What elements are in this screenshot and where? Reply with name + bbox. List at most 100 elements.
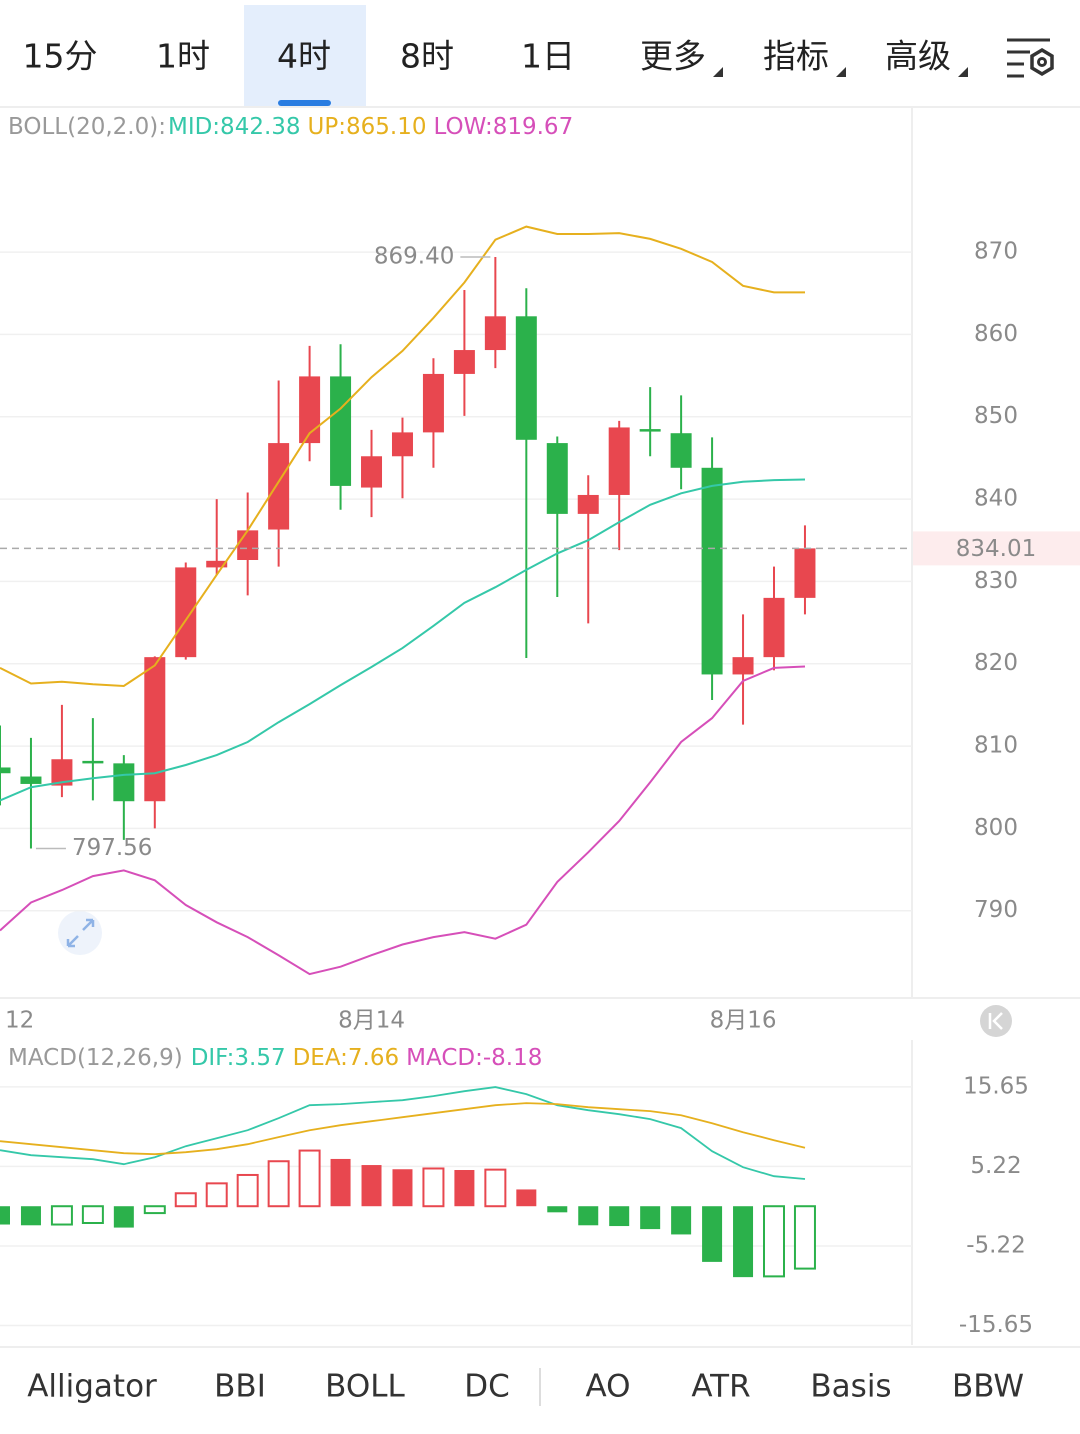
annotation-label: 797.56 [72, 835, 152, 861]
macd-bar [578, 1206, 599, 1226]
macd-bar [422, 1167, 445, 1208]
boll-line [0, 478, 806, 802]
indicator-tab[interactable]: Basis [810, 1369, 891, 1405]
last-price-label: 834.01 [956, 536, 1036, 562]
time-tab[interactable]: 1时 [156, 37, 210, 76]
macd-bar [113, 1206, 134, 1228]
dropdown-arrow [958, 67, 968, 77]
macd-bar [671, 1206, 692, 1235]
candle-body [422, 373, 444, 433]
macd-bar [174, 1192, 197, 1208]
boll-line [0, 225, 805, 688]
y-tick-label: 850 [974, 403, 1018, 429]
y-tick-label: 800 [974, 815, 1018, 841]
candle-body [608, 427, 630, 495]
indicator-header: BOLL(20,2.0):MID:842.38 UP:865.10 LOW:819.… [8, 114, 573, 140]
legend-entry: MID:842.38 [168, 114, 301, 140]
candle-body [51, 759, 73, 786]
indicator-tab[interactable]: AO [585, 1369, 630, 1405]
x-tick-label: 12 [5, 1008, 34, 1034]
candle-body [701, 467, 723, 675]
macd-bar [640, 1206, 661, 1230]
time-tab[interactable]: 8时 [400, 37, 454, 76]
macd-bar [733, 1206, 754, 1278]
indicator-name: MACD(12,26,9) [8, 1045, 183, 1071]
candle-body [391, 432, 413, 457]
boll-line [0, 665, 806, 976]
candle-body [577, 494, 599, 514]
macd-bar [392, 1169, 413, 1207]
macd-bar [609, 1206, 630, 1227]
tab-highlight [244, 5, 366, 106]
y-tick-label: -15.65 [959, 1312, 1033, 1338]
macd-bar [267, 1160, 290, 1208]
candle-body [453, 350, 475, 374]
candle-body [763, 597, 785, 658]
tab-underline [278, 100, 331, 106]
time-tab[interactable]: 15分 [23, 37, 98, 76]
macd-bar [20, 1206, 41, 1226]
y-tick-label: 15.65 [963, 1073, 1029, 1099]
dropdown-tab[interactable]: 更多 [640, 37, 706, 76]
macd-bar [484, 1168, 507, 1208]
x-tick-label: 8月16 [710, 1008, 777, 1034]
dropdown-arrow [836, 67, 846, 77]
annotation-label: 869.40 [374, 244, 454, 270]
indicator-tab[interactable]: BBW [952, 1369, 1024, 1405]
candle-body [546, 443, 568, 514]
time-tab[interactable]: 4时 [277, 37, 331, 76]
candle-body [484, 316, 506, 351]
time-tab[interactable]: 1日 [521, 37, 575, 76]
macd-bar [143, 1205, 166, 1215]
y-tick-label: 820 [974, 650, 1018, 676]
macd-bar [205, 1182, 228, 1208]
legend-entry: DIF:3.57 [191, 1045, 286, 1071]
candle-body [0, 767, 11, 774]
x-tick-label: 8月14 [338, 1008, 405, 1034]
y-tick-label: 830 [974, 568, 1018, 594]
candle-body [361, 456, 383, 488]
expand-button[interactable] [58, 911, 102, 955]
candle-body [794, 548, 816, 598]
y-tick-label: 840 [974, 486, 1018, 512]
dropdown-tab[interactable]: 指标 [763, 37, 829, 76]
macd-bar [330, 1158, 351, 1207]
y-tick-label: 810 [974, 733, 1018, 759]
macd-bar [361, 1165, 382, 1207]
y-tick-label: 860 [974, 321, 1018, 347]
candle-body [639, 429, 661, 432]
reset-button[interactable] [980, 1005, 1012, 1037]
macd-line [0, 1102, 806, 1156]
candle-body [330, 376, 352, 486]
macd-bar [0, 1206, 10, 1225]
legend-entry: UP:865.10 [308, 114, 427, 140]
macd-bar [516, 1189, 537, 1207]
dropdown-arrow [713, 67, 723, 77]
candle-body [515, 316, 537, 440]
indicator-tab[interactable]: ATR [691, 1369, 750, 1405]
candle-body [82, 760, 104, 764]
candle-body [670, 433, 692, 468]
macd-line [0, 1086, 806, 1180]
candle-body [144, 657, 166, 802]
indicator-tab[interactable]: BBI [214, 1369, 266, 1405]
legend-entry: LOW:819.67 [433, 114, 573, 140]
candle-body [113, 763, 135, 802]
candle-body [299, 376, 321, 444]
indicator-tab[interactable]: DC [464, 1369, 510, 1405]
indicator-name: BOLL(20,2.0): [8, 114, 166, 140]
candle-body [237, 530, 259, 560]
settings-icon[interactable] [1007, 38, 1054, 78]
candle-body [175, 567, 197, 658]
macd-bar [81, 1205, 104, 1224]
candle-body [732, 657, 754, 675]
indicator-tab[interactable]: Alligator [27, 1369, 157, 1405]
indicator-tab[interactable]: BOLL [325, 1369, 405, 1405]
y-tick-label: 5.22 [970, 1153, 1021, 1179]
y-tick-label: 790 [974, 897, 1018, 923]
candle-body [206, 560, 228, 568]
macd-bar [763, 1205, 785, 1278]
dropdown-tab[interactable]: 高级 [885, 37, 951, 76]
macd-bar [793, 1205, 816, 1270]
y-tick-label: 870 [974, 239, 1018, 265]
